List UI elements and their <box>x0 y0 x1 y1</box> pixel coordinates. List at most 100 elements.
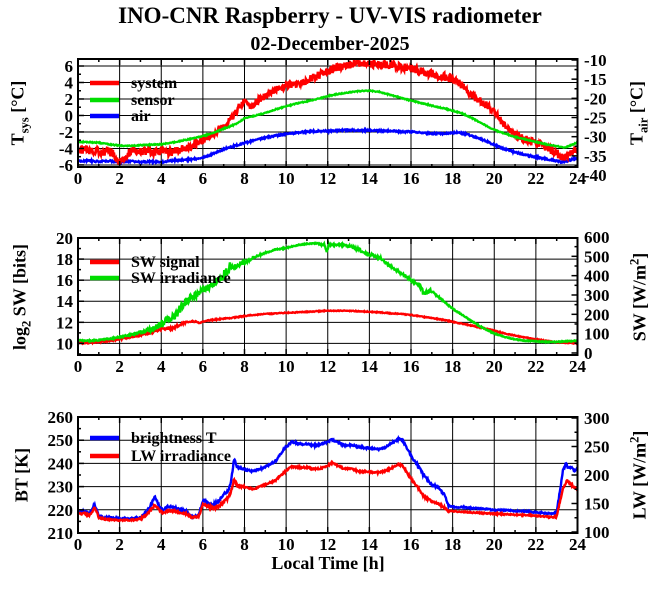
x-tick-label: 24 <box>569 357 587 376</box>
legend-label-air: air <box>131 108 151 125</box>
left-tick-label: 18 <box>56 250 73 269</box>
left-tick-label: 210 <box>48 524 74 543</box>
right-tick-label: -15 <box>584 70 607 89</box>
right-axis-title-longwave: LW [W/m2] <box>627 430 650 520</box>
right-tick-label: 300 <box>584 409 610 428</box>
x-tick-label: 4 <box>157 535 166 554</box>
x-tick-label: 10 <box>278 357 295 376</box>
right-tick-label: 0 <box>584 344 593 363</box>
right-axis-title-temperature: Tair [°C] <box>626 80 651 146</box>
series-sw-signal <box>78 308 578 346</box>
legend-label-brightness-t: brightness T <box>131 430 217 447</box>
x-tick-label: 10 <box>278 169 295 188</box>
right-tick-label: -40 <box>584 166 607 185</box>
left-tick-label: 2 <box>65 90 74 109</box>
right-tick-label: 300 <box>584 286 610 305</box>
legend-label-sw-irradiance: SW irradiance <box>131 270 231 287</box>
left-tick-label: 250 <box>48 431 74 450</box>
right-tick-label: 150 <box>584 495 610 514</box>
right-tick-label: -25 <box>584 109 607 128</box>
x-tick-label: 24 <box>569 169 587 188</box>
left-axis-title-shortwave: log2 SW [bits] <box>9 243 34 350</box>
x-tick-label: 12 <box>319 535 336 554</box>
right-tick-label: 250 <box>584 438 610 457</box>
x-tick-label: 0 <box>74 535 83 554</box>
x-tick-label: 8 <box>240 357 249 376</box>
right-tick-label: 500 <box>584 247 610 266</box>
right-tick-label: 400 <box>584 267 610 286</box>
x-tick-label: 6 <box>199 535 208 554</box>
x-tick-label: 20 <box>486 169 503 188</box>
x-tick-label: 6 <box>199 169 208 188</box>
x-tick-label: 22 <box>527 169 544 188</box>
x-tick-label: 8 <box>240 169 249 188</box>
left-tick-label: 230 <box>48 478 74 497</box>
left-tick-label: 240 <box>48 454 74 473</box>
right-tick-label: -35 <box>584 147 607 166</box>
x-tick-label: 4 <box>157 357 166 376</box>
series-sw-irradiance <box>78 239 578 345</box>
right-tick-label: 600 <box>584 228 610 247</box>
x-tick-label: 2 <box>115 357 124 376</box>
x-axis-title: Local Time [h] <box>271 553 385 573</box>
x-tick-label: 18 <box>444 535 461 554</box>
left-tick-label: 4 <box>65 73 74 92</box>
right-tick-label: 100 <box>584 523 610 542</box>
x-tick-label: 18 <box>444 169 461 188</box>
right-tick-label: 100 <box>584 325 610 344</box>
x-tick-label: 14 <box>361 535 379 554</box>
right-tick-label: -30 <box>584 128 607 147</box>
x-tick-label: 22 <box>527 357 544 376</box>
legend-label-lw-irradiance: LW irradiance <box>131 448 231 465</box>
x-tick-label: 12 <box>319 169 336 188</box>
legend-label-system: system <box>131 75 178 92</box>
x-tick-label: 22 <box>527 535 544 554</box>
legend-label-sensor: sensor <box>131 92 175 109</box>
legend-label-sw-signal: SW signal <box>131 254 200 271</box>
x-tick-label: 2 <box>115 169 124 188</box>
x-tick-label: 2 <box>115 535 124 554</box>
left-tick-label: -6 <box>59 156 73 175</box>
series-brightness-t <box>78 434 578 522</box>
x-tick-label: 14 <box>361 169 379 188</box>
x-tick-label: 16 <box>403 357 420 376</box>
right-tick-label: -10 <box>584 51 607 70</box>
left-tick-label: 260 <box>48 408 74 427</box>
left-tick-label: 0 <box>65 106 74 125</box>
x-tick-label: 8 <box>240 535 249 554</box>
x-tick-label: 0 <box>74 169 83 188</box>
figure-title: INO-CNR Raspberry - UV-VIS radiometer <box>118 3 542 28</box>
right-tick-label: 200 <box>584 305 610 324</box>
x-tick-label: 20 <box>486 357 503 376</box>
left-tick-label: -2 <box>59 123 73 142</box>
series-sensor <box>78 88 578 150</box>
left-tick-label: 12 <box>56 313 73 332</box>
x-tick-label: 0 <box>74 357 83 376</box>
x-tick-label: 4 <box>157 169 166 188</box>
x-tick-label: 16 <box>403 535 420 554</box>
right-tick-label: -20 <box>584 89 607 108</box>
left-tick-label: 6 <box>65 57 74 76</box>
series-lw-irradiance <box>78 459 578 523</box>
series-system <box>78 59 578 166</box>
left-axis-title-longwave: BT [K] <box>11 447 32 503</box>
x-tick-label: 6 <box>199 357 208 376</box>
right-axis-title-shortwave: SW [W/m2] <box>627 252 650 341</box>
x-tick-label: 18 <box>444 357 461 376</box>
x-tick-label: 24 <box>569 535 587 554</box>
left-tick-label: 14 <box>56 292 74 311</box>
left-tick-label: -4 <box>59 139 74 158</box>
x-tick-label: 16 <box>403 169 420 188</box>
left-tick-label: 16 <box>56 271 73 290</box>
x-tick-label: 10 <box>278 535 295 554</box>
x-tick-label: 12 <box>319 357 336 376</box>
left-tick-label: 20 <box>56 229 73 248</box>
figure-subtitle: 02-December-2025 <box>250 33 410 55</box>
left-axis-title-temperature: Tsys [°C] <box>7 80 32 146</box>
x-tick-label: 14 <box>361 357 379 376</box>
x-tick-label: 20 <box>486 535 503 554</box>
left-tick-label: 10 <box>56 334 73 353</box>
right-tick-label: 200 <box>584 466 610 485</box>
